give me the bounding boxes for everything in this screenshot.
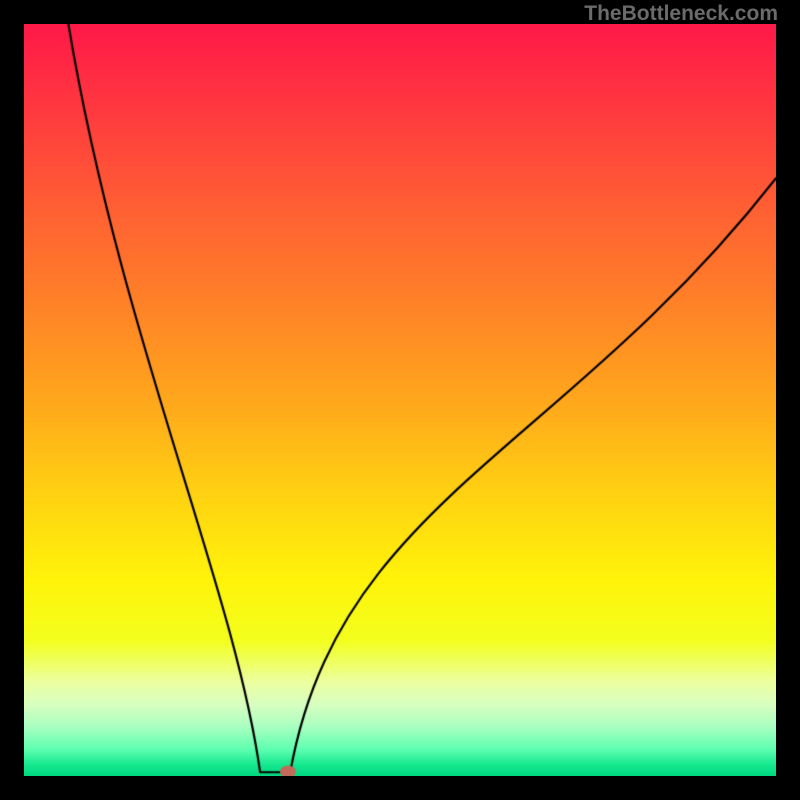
- watermark-text: TheBottleneck.com: [584, 2, 778, 26]
- plot-area: [24, 24, 776, 776]
- bottleneck-curve-layer: [24, 24, 776, 776]
